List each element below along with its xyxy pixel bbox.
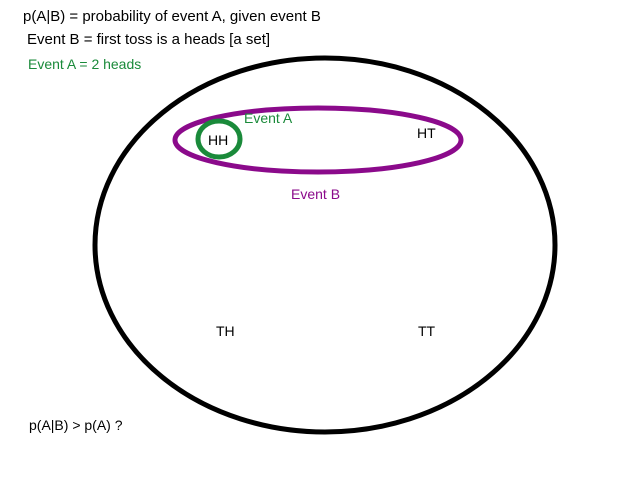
outcome-hh: HH	[208, 132, 229, 148]
question-text: p(A|B) > p(A) ?	[29, 417, 123, 433]
sample-space-ellipse	[92, 55, 558, 435]
event-b-definition: Event B = first toss is a heads [a set]	[27, 31, 271, 48]
outcome-ht: HT	[417, 125, 436, 141]
event-a-definition: Event A = 2 heads	[28, 56, 142, 72]
definition-text: p(A|B) = probability of event A, given e…	[23, 8, 321, 25]
event-a-label: Event A	[244, 110, 293, 126]
event-a-circle	[195, 118, 243, 160]
outcome-tt: TT	[418, 323, 436, 339]
outcome-th: TH	[216, 323, 235, 339]
event-b-label: Event B	[291, 186, 341, 202]
event-b-ellipse	[172, 105, 464, 175]
